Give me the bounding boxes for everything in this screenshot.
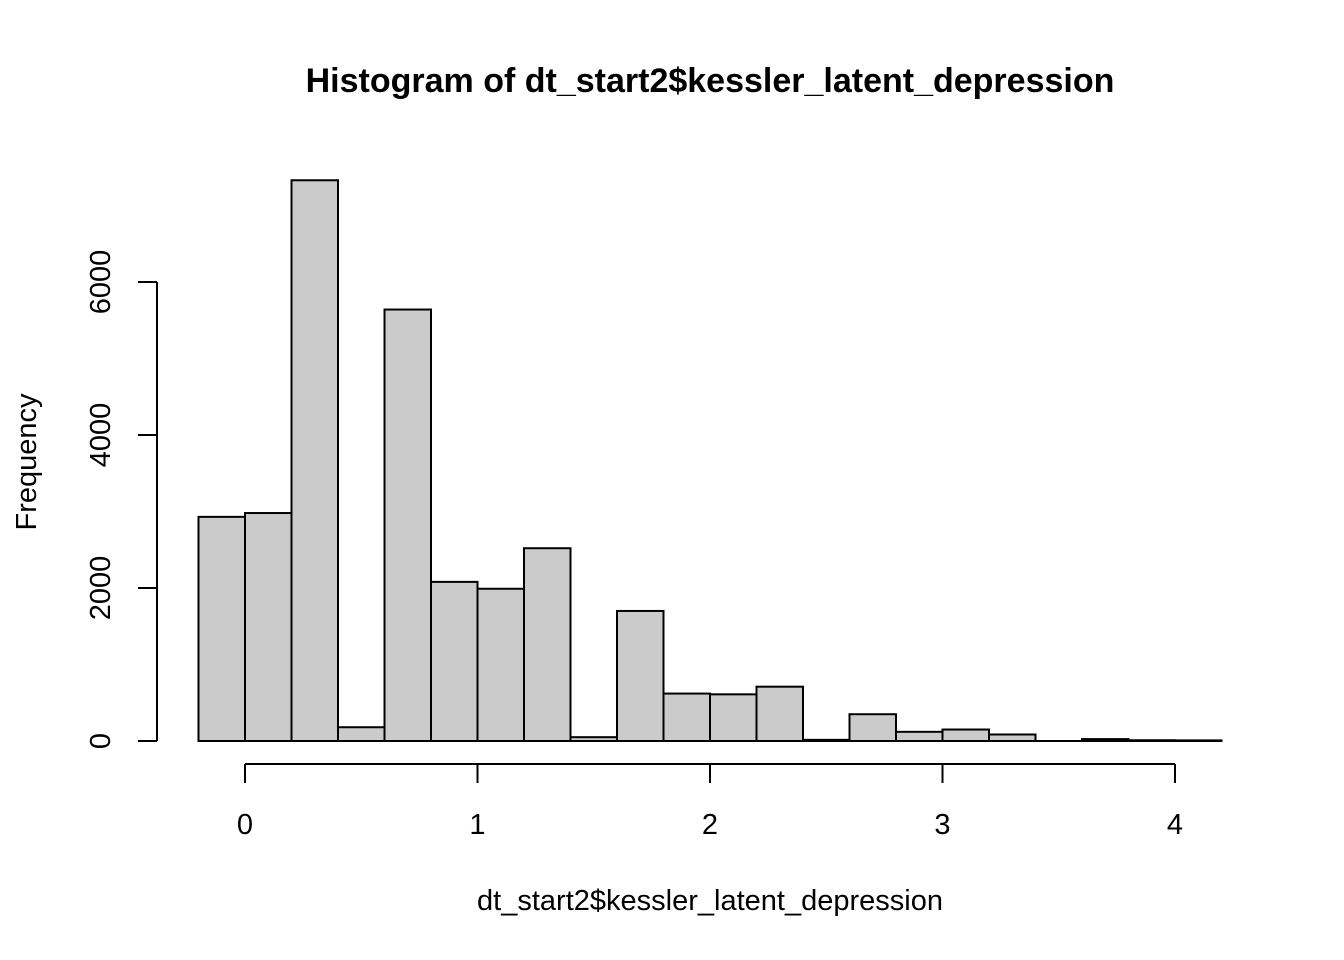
x-axis: 0 1 2 3 4 bbox=[237, 763, 1183, 841]
histogram-bar bbox=[1127, 739, 1176, 742]
x-tick-label: 4 bbox=[1167, 809, 1183, 841]
histogram-bar bbox=[569, 736, 618, 742]
histogram-bar bbox=[244, 512, 293, 743]
histogram-bar bbox=[941, 728, 990, 743]
y-tick-label: 2000 bbox=[85, 556, 117, 621]
histogram-bar bbox=[802, 738, 851, 742]
histogram-bar bbox=[430, 580, 479, 742]
y-tick-label: 0 bbox=[85, 733, 117, 749]
histogram-bar bbox=[895, 730, 944, 743]
histogram-bar bbox=[523, 547, 572, 742]
histogram-bar bbox=[662, 692, 711, 743]
histogram-bar bbox=[197, 515, 246, 742]
histogram-bar bbox=[988, 733, 1037, 742]
y-tick-label: 4000 bbox=[85, 403, 117, 468]
histogram-bar bbox=[848, 713, 897, 742]
chart-title: Histogram of dt_start2$kessler_latent_de… bbox=[306, 62, 1115, 100]
histogram-bar bbox=[1081, 738, 1130, 743]
x-tick-label: 3 bbox=[934, 809, 950, 841]
histogram-bar bbox=[476, 587, 525, 743]
x-tick-label: 0 bbox=[237, 809, 253, 841]
histogram-bar bbox=[337, 726, 386, 742]
y-axis-label: Frequency bbox=[11, 393, 43, 531]
y-tick-label: 6000 bbox=[85, 250, 117, 315]
histogram-bar bbox=[755, 685, 804, 742]
x-tick-label: 2 bbox=[702, 809, 718, 841]
histogram-bar bbox=[383, 308, 432, 742]
histogram-bars bbox=[197, 179, 1223, 743]
histogram-bar bbox=[290, 179, 339, 742]
histogram-bar bbox=[709, 693, 758, 743]
y-axis: 0 2000 4000 6000 bbox=[85, 250, 158, 749]
histogram-bar bbox=[616, 609, 665, 743]
x-axis-label: dt_start2$kessler_latent_depression bbox=[477, 885, 943, 917]
histogram-bar bbox=[1174, 739, 1223, 743]
x-tick-label: 1 bbox=[469, 809, 485, 841]
